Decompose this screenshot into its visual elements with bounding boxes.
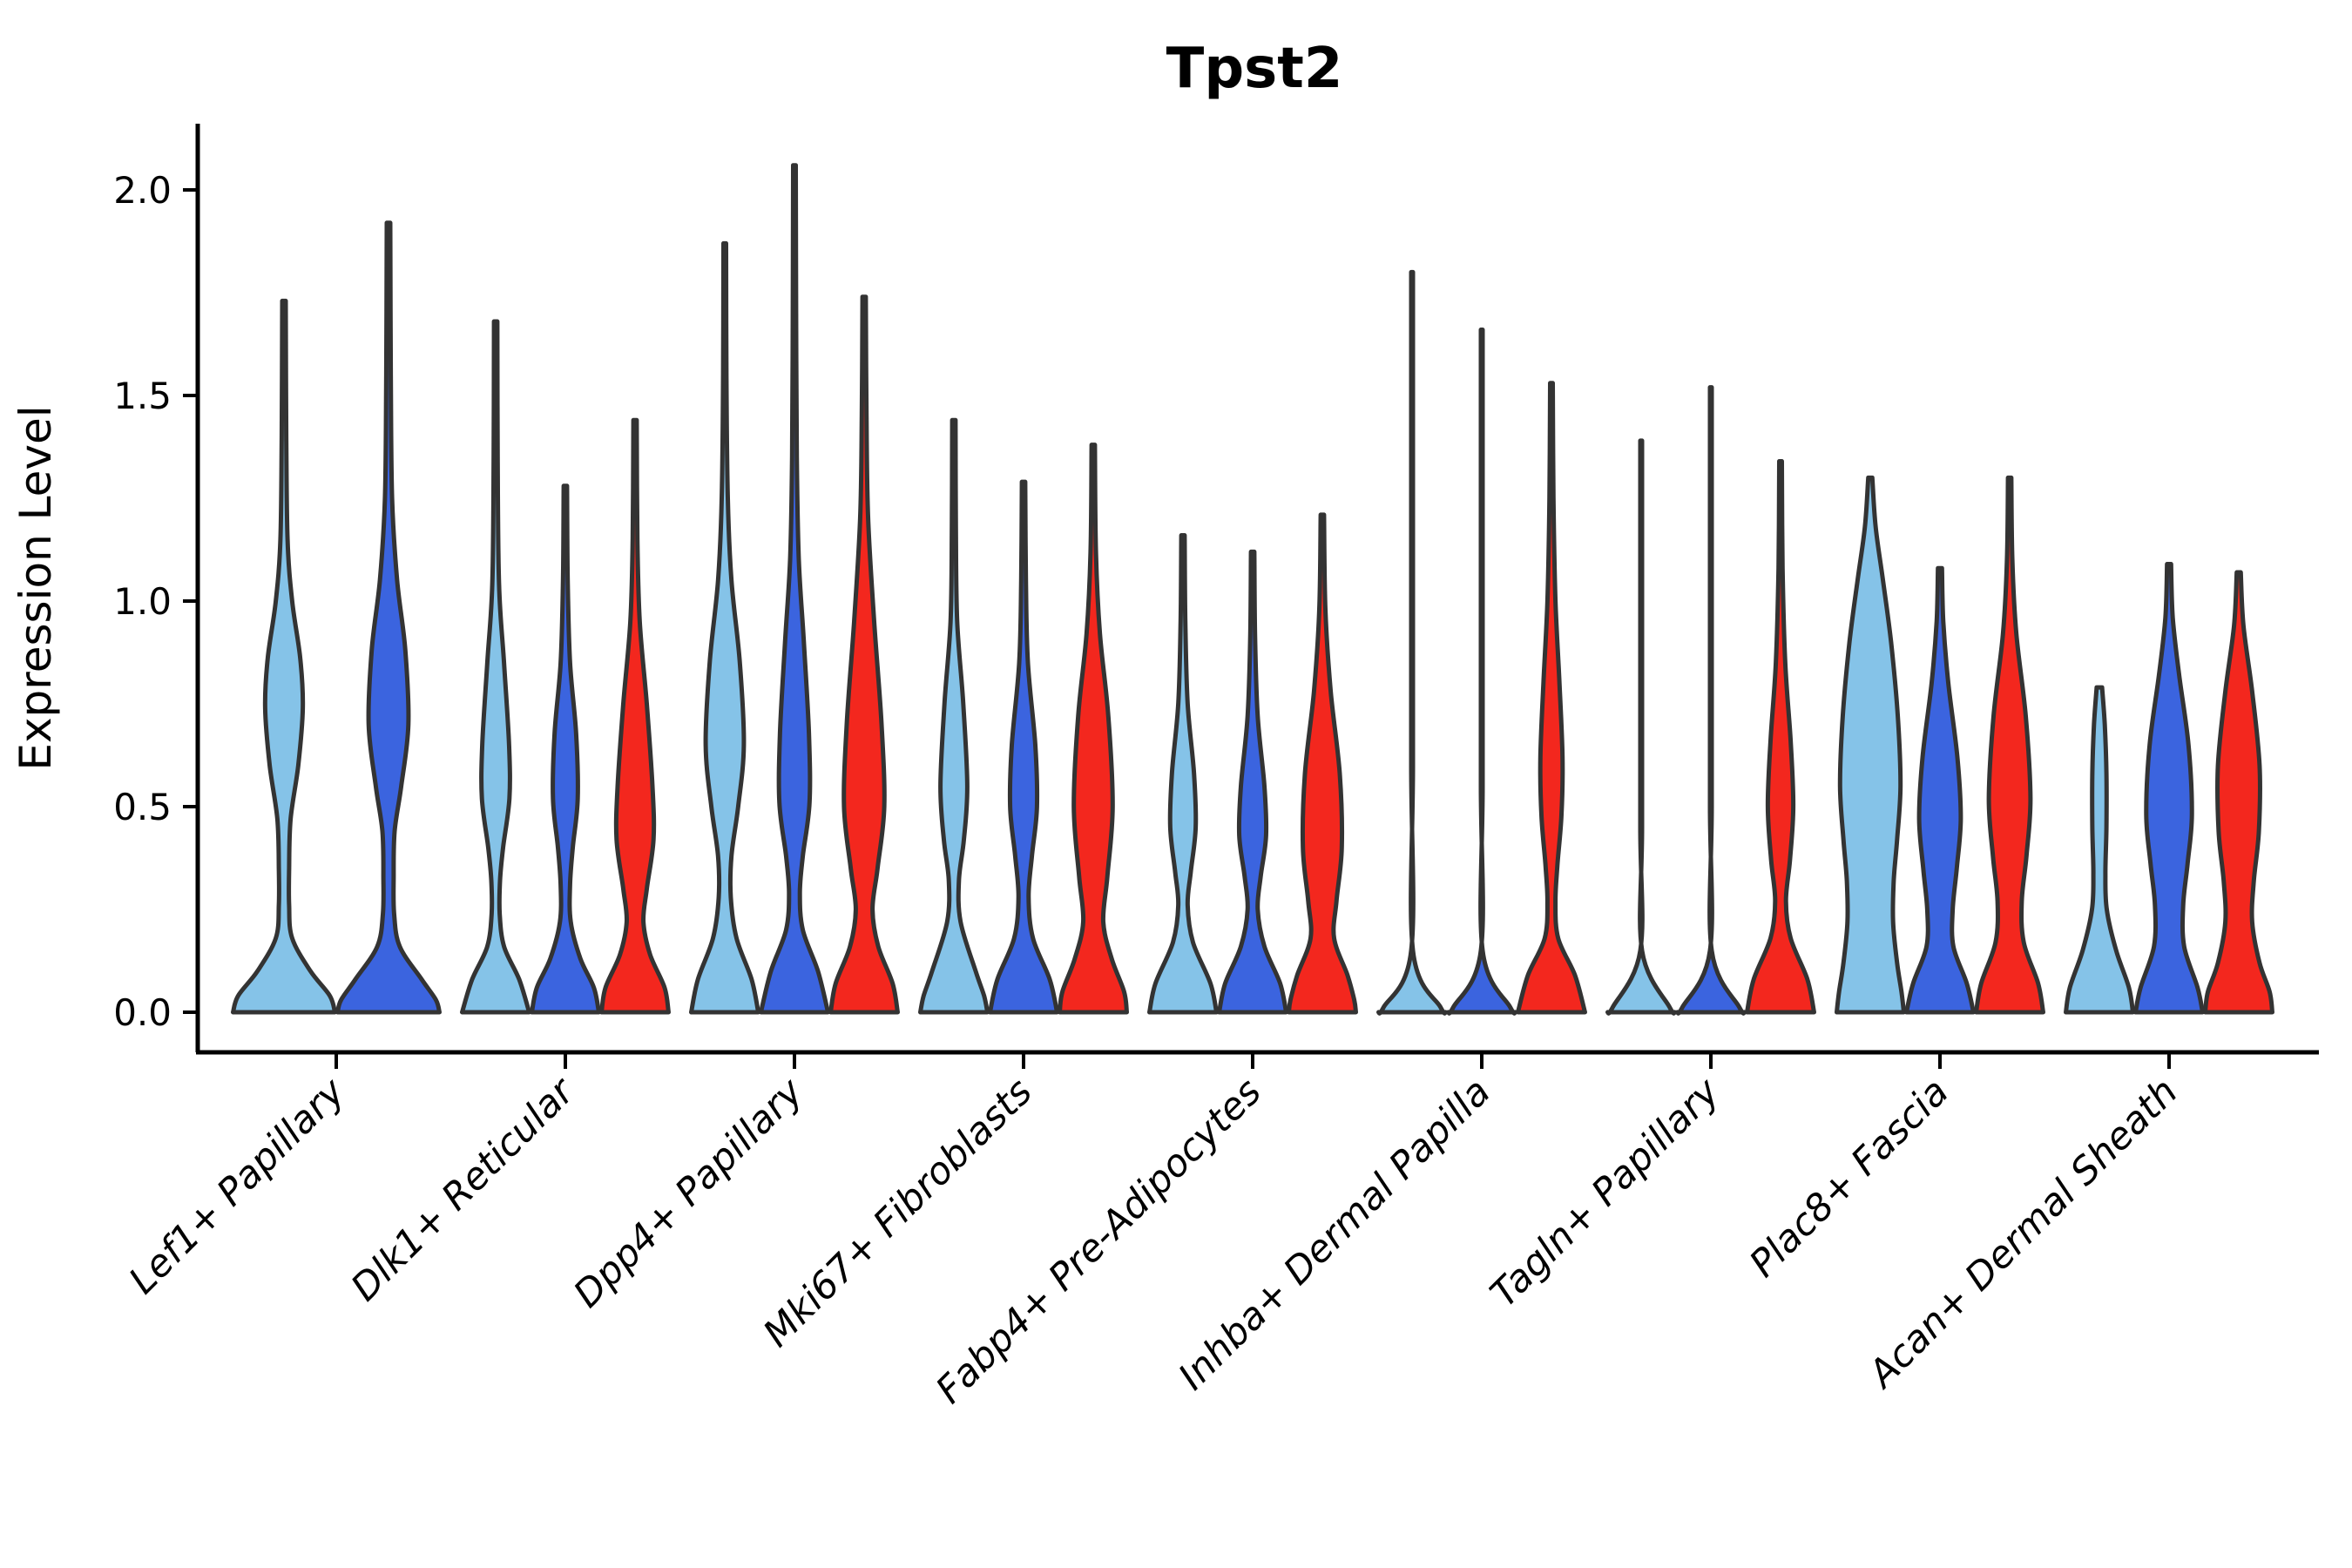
violin-g9-dark_blue [2133, 562, 2205, 1015]
violin-g4-light_blue [918, 417, 990, 1015]
violin-g5-light_blue [1147, 533, 1219, 1015]
violin-g4-red [1058, 443, 1129, 1015]
violin-g7-dark_blue [1675, 385, 1747, 1016]
y-tick-label: 0.5 [113, 786, 172, 828]
violin-g6-red [1516, 381, 1587, 1015]
violin-g9-light_blue [2064, 685, 2135, 1015]
violin-g8-dark_blue [1904, 565, 1976, 1015]
y-tick-label: 1.5 [113, 375, 172, 417]
violin-g2-light_blue [460, 319, 531, 1015]
x-tick-label: Plac8+ Fascia [1741, 1070, 1957, 1286]
x-tick-label: Dlk1+ Reticular [343, 1069, 585, 1310]
violin-g8-light_blue [1835, 475, 1906, 1015]
violin-g2-red [599, 417, 671, 1015]
y-tick-label: 2.0 [113, 169, 172, 212]
violin-g1-dark_blue [335, 220, 442, 1015]
x-tick-label: Lef1+ Papillary [121, 1070, 354, 1302]
violin-g3-red [828, 294, 900, 1015]
chart-title: Tpst2 [1166, 37, 1343, 101]
violin-g6-light_blue [1376, 269, 1448, 1016]
violin-g7-red [1745, 459, 1816, 1015]
violin-g7-light_blue [1605, 438, 1677, 1016]
violin-g5-red [1287, 512, 1358, 1015]
y-tick-label: 0.0 [113, 991, 172, 1034]
violins-layer [231, 163, 2274, 1016]
y-axis-label: Expression Level [10, 405, 61, 770]
x-tick-label: Dpp4+ Papillary [565, 1070, 812, 1316]
axes-layer [183, 124, 2319, 1069]
violin-g3-light_blue [689, 240, 760, 1015]
violin-g2-dark_blue [530, 483, 601, 1015]
x-tick-label: Tagln+ Papillary [1483, 1070, 1729, 1316]
y-tick-label: 1.0 [113, 580, 172, 623]
violin-g3-dark_blue [759, 163, 830, 1015]
violin-g1-light_blue [231, 298, 337, 1015]
violin-g6-dark_blue [1446, 328, 1517, 1016]
violin-g8-red [1974, 475, 2045, 1015]
violin-g4-dark_blue [988, 479, 1059, 1015]
violin-g5-dark_blue [1217, 549, 1288, 1015]
violin-g9-red [2203, 570, 2274, 1015]
